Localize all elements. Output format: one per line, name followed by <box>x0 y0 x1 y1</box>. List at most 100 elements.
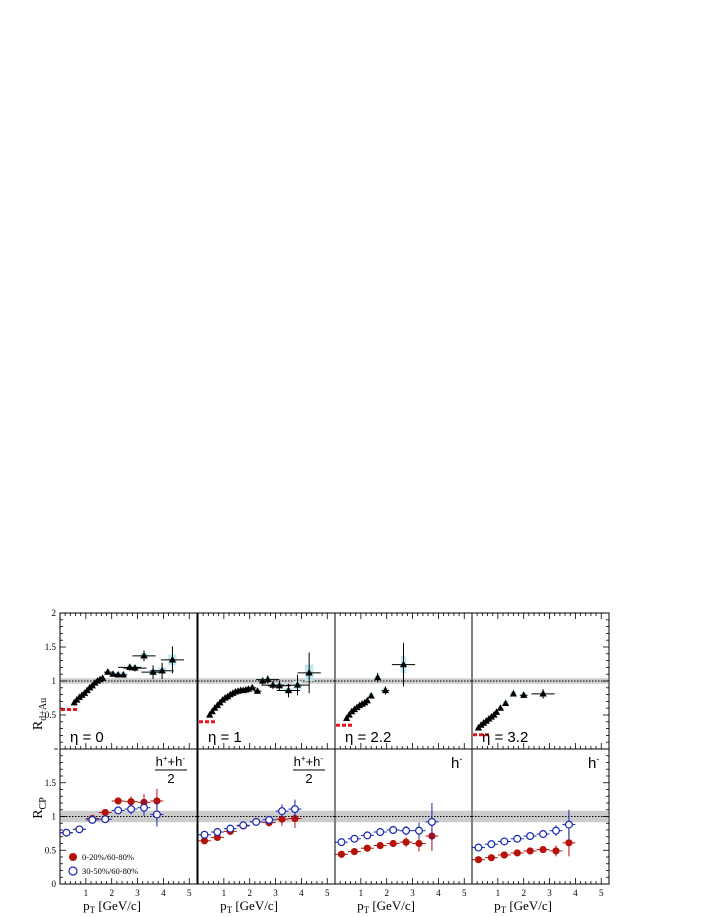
legend-label-central: 0-20%/60-80% <box>82 852 134 862</box>
data-point <box>492 708 501 715</box>
x-tick-label: 5 <box>187 888 192 898</box>
x-axis-title-sub: T <box>364 905 370 915</box>
data-point <box>376 841 384 850</box>
data-point <box>509 689 517 697</box>
data-point <box>127 805 136 814</box>
data-point <box>278 815 286 823</box>
x-tick-label: 3 <box>410 888 415 898</box>
data-point <box>363 696 371 704</box>
hadron-label-h: h <box>588 755 596 772</box>
top-y-axis-title-sub: d+Au <box>38 698 49 721</box>
normalization-band <box>473 810 608 823</box>
data-point <box>88 815 97 824</box>
top-y-axis-title-main: R <box>31 720 46 730</box>
data-point <box>367 691 375 699</box>
y-tick-label: 1 <box>52 676 57 686</box>
data-point <box>496 704 505 711</box>
data-point <box>337 850 346 858</box>
data-point <box>564 820 573 829</box>
panel-top-eta-3.2: η = 3.2 <box>471 612 610 750</box>
y-tick-label: 1 <box>52 812 57 822</box>
data-point <box>520 691 528 698</box>
hadron-label-h: h <box>451 755 459 772</box>
data-point <box>565 839 573 847</box>
bottom-y-axis-title: RCP <box>31 797 49 819</box>
top-y-axis-title: Rd+Au <box>31 698 49 730</box>
panel-top-eta-2.2: η = 2.2 <box>334 612 473 750</box>
x-tick-label: 3 <box>547 888 552 898</box>
data-point <box>284 686 293 694</box>
panel-bottom-hpm-1: 1 2 3 4 500.511.5h++h-2 <box>45 748 198 898</box>
data-point <box>539 845 547 854</box>
hadron-label-plus-h: +h <box>306 754 321 769</box>
normalization-band <box>336 810 471 823</box>
data-point <box>252 817 261 826</box>
data-point <box>75 825 84 834</box>
data-point <box>290 805 299 814</box>
data-point <box>152 810 161 819</box>
data-point <box>389 839 397 848</box>
panel-bottom-hminus-2: 1 2 3 4 5 h- <box>471 748 610 898</box>
bottom-y-axis-title-sub: CP <box>38 797 49 810</box>
data-point <box>101 808 109 817</box>
data-point <box>427 817 436 826</box>
data-point <box>381 686 390 694</box>
y-tick-label: 2 <box>52 608 57 618</box>
hadron-label-denominator: 2 <box>167 771 174 786</box>
x-axis-title-4: pT [GeV/c] <box>494 898 552 915</box>
data-point <box>278 807 287 816</box>
data-point <box>305 668 313 676</box>
panel-top-eta-0: 0.5 1 1.5 2 η = 0 <box>45 608 198 750</box>
data-point <box>474 856 483 864</box>
x-tick-label: 5 <box>325 888 330 898</box>
data-point <box>265 815 274 824</box>
x-tick-label: 2 <box>247 888 252 898</box>
hadron-label-denominator: 2 <box>305 771 312 786</box>
data-point <box>264 675 272 683</box>
data-point <box>502 699 510 707</box>
x-tick-label: 3 <box>135 888 140 898</box>
data-point <box>337 838 346 847</box>
data-point <box>239 821 248 830</box>
data-point <box>119 670 127 678</box>
data-point <box>487 840 496 849</box>
x-tick-label: 1 <box>359 888 364 898</box>
normalization-band <box>61 810 196 823</box>
data-point <box>226 824 235 833</box>
legend-label-peripheral: 30-50%/60-80% <box>82 866 138 876</box>
normalization-band <box>61 678 196 684</box>
x-axis-title-main: p <box>220 898 227 913</box>
eta-annotation: η = 1 <box>208 729 242 746</box>
x-tick-label: 2 <box>109 888 114 898</box>
x-tick-label: 4 <box>161 888 166 898</box>
data-point <box>552 826 561 835</box>
data-point <box>140 803 149 812</box>
data-point <box>487 854 495 862</box>
data-point <box>399 660 408 668</box>
x-axis-title-2: pT [GeV/c] <box>220 898 278 915</box>
data-point <box>513 849 521 857</box>
hadron-label-sup-minus: - <box>182 754 185 763</box>
data-point <box>350 834 359 843</box>
y-tick-label: 0.5 <box>45 710 57 720</box>
x-axis-title-sub: T <box>90 905 96 915</box>
legend-marker-central <box>69 853 77 861</box>
hadron-label-numerator: h++h- <box>156 754 186 769</box>
x-tick-label: 4 <box>299 888 304 898</box>
data-point <box>293 681 302 688</box>
x-tick-label: 5 <box>599 888 604 898</box>
x-axis-title-rest: [GeV/c] <box>506 898 552 913</box>
data-point <box>114 670 122 678</box>
hadron-label-sup-minus: - <box>320 754 323 763</box>
data-point <box>153 797 161 805</box>
y-tick-label: 0.5 <box>45 845 57 855</box>
eta-annotation: η = 3.2 <box>482 729 528 746</box>
hadron-label-h: h <box>156 754 163 769</box>
x-axis-title-main: p <box>83 898 90 913</box>
data-point <box>62 828 71 837</box>
hadron-label-hminus: h- <box>588 754 599 772</box>
panel-bottom-hminus-1: 1 2 3 4 5 h- <box>334 748 473 898</box>
data-point <box>526 847 534 855</box>
x-axis-title-3: pT [GeV/c] <box>357 898 415 915</box>
hadron-label-numerator: h++h- <box>294 754 324 769</box>
